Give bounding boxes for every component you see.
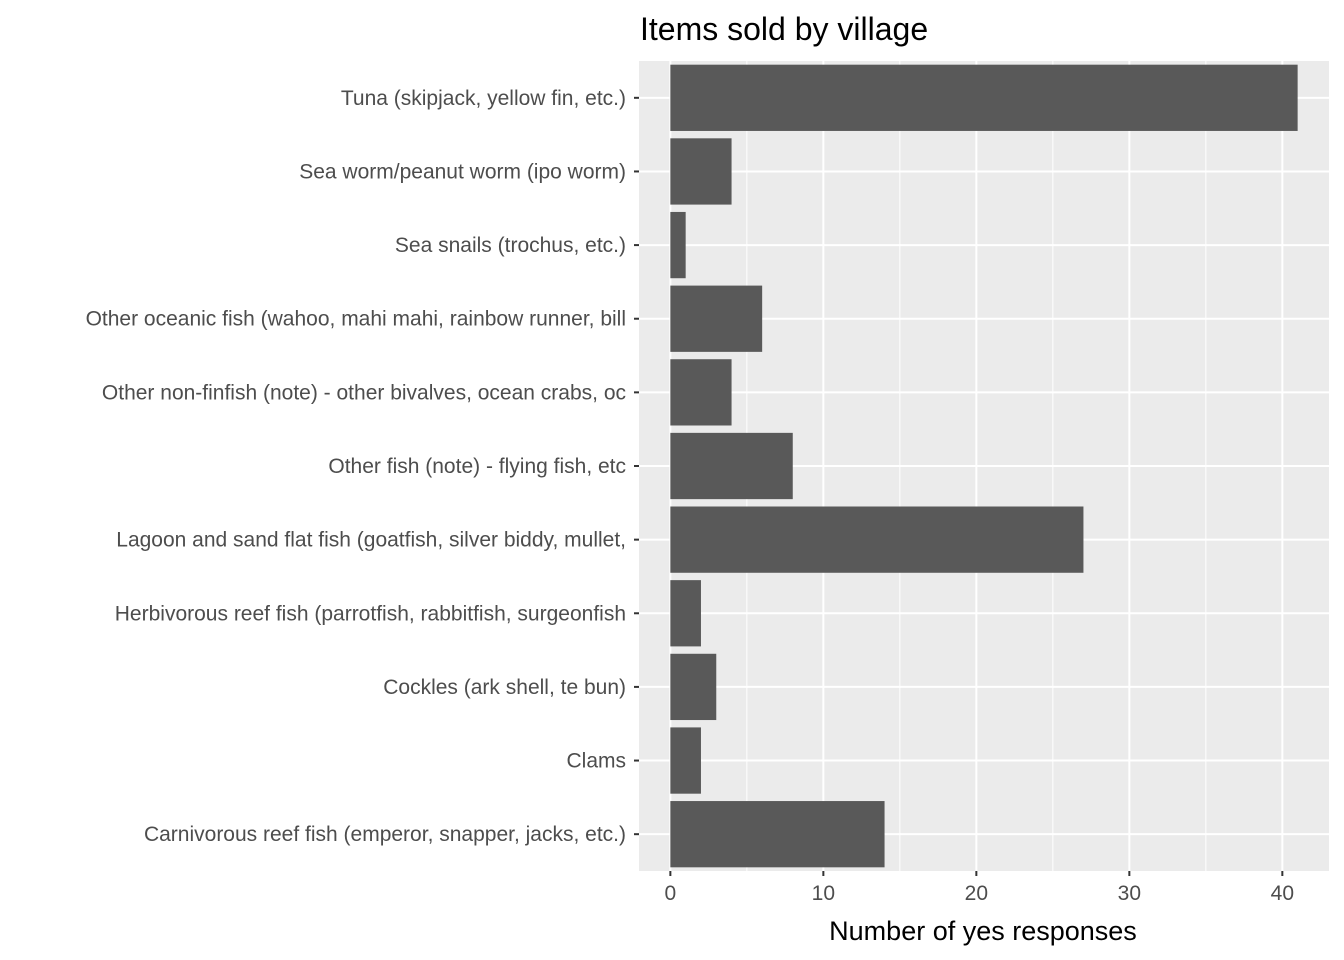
x-tick-label: 30	[1118, 882, 1141, 905]
bar	[670, 727, 701, 794]
y-axis: Tuna (skipjack, yellow fin, etc.) Sea wor…	[86, 87, 639, 846]
bar	[670, 138, 732, 205]
bar	[670, 211, 686, 279]
y-tick-label: Herbivorous reef fish (parrotfish, rabbi…	[115, 602, 626, 625]
y-tick-label: Clams	[566, 750, 626, 773]
y-tick-label: Other oceanic fish (wahoo, mahi mahi, ra…	[86, 308, 626, 331]
bars	[670, 64, 1298, 868]
y-tick-label: Sea worm/peanut worm (ipo worm)	[299, 160, 626, 183]
bar	[670, 801, 885, 868]
x-tick-label: 20	[965, 882, 988, 905]
bar	[670, 580, 701, 647]
x-tick-label: 0	[665, 882, 677, 905]
x-axis: 0 10 20 30 40	[665, 871, 1294, 905]
y-tick-label: Other non-finfish (note) - other bivalve…	[102, 381, 626, 404]
bar	[670, 359, 732, 426]
y-tick-label: Carnivorous reef fish (emperor, snapper,…	[144, 823, 626, 846]
bar	[670, 64, 1298, 131]
y-tick-label: Tuna (skipjack, yellow fin, etc.)	[341, 87, 626, 110]
chart-title: Items sold by village	[640, 11, 928, 47]
bar	[670, 506, 1084, 573]
y-tick-label: Sea snails (trochus, etc.)	[395, 234, 626, 257]
x-tick-label: 10	[812, 882, 835, 905]
y-tick-label: Other fish (note) - flying fish, etc	[328, 455, 626, 478]
bar	[670, 432, 793, 500]
y-tick-label: Lagoon and sand flat fish (goatfish, sil…	[116, 529, 626, 552]
x-axis-title: Number of yes responses	[829, 916, 1137, 946]
x-tick-label: 40	[1271, 882, 1294, 905]
bar	[670, 653, 717, 721]
bar	[670, 285, 763, 352]
y-tick-label: Cockles (ark shell, te bun)	[383, 676, 626, 699]
